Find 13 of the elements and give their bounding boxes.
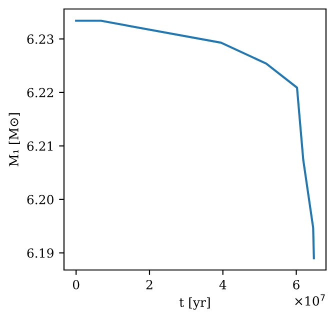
y-tick-label: 6.23 bbox=[27, 34, 54, 44]
y-axis-title: M₁ [M⊙] bbox=[8, 113, 20, 166]
y-tick-label: 6.19 bbox=[27, 248, 54, 258]
x-tick-label: 2 bbox=[146, 280, 152, 290]
x-axis-title: t [yr] bbox=[179, 297, 210, 310]
text: ×10$^{7}$ bbox=[295, 294, 325, 306]
x-tick-label: 6 bbox=[293, 280, 300, 290]
y-tick-label: 6.22 bbox=[27, 88, 54, 98]
line-series bbox=[75, 20, 315, 260]
x-tick-label: 4 bbox=[219, 280, 226, 290]
x-tick-label: 0 bbox=[72, 280, 80, 290]
y-tick-label: 6.21 bbox=[27, 141, 53, 151]
y-tick-label: 6.20 bbox=[27, 194, 54, 204]
